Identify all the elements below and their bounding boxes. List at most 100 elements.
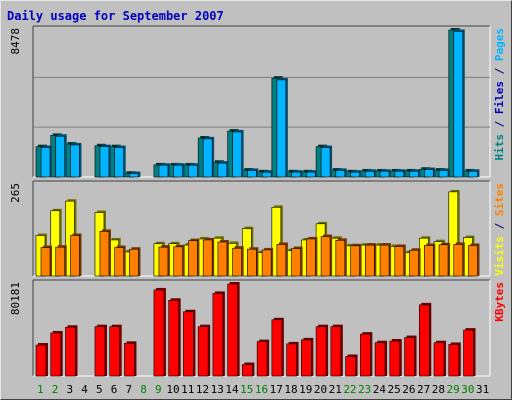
x-tick-label-day: 9 xyxy=(155,383,162,396)
bar-kbytes-day-27 xyxy=(418,302,432,377)
side-legend-top: Hits / Files / Pages xyxy=(493,28,506,161)
bar-files-day-15 xyxy=(247,168,259,178)
bar-kbytes-day-5 xyxy=(94,324,107,377)
bar-sites-day-20 xyxy=(320,234,333,277)
bar-face xyxy=(217,162,228,178)
side-legend-item: Visits xyxy=(493,236,506,276)
x-tick-label-day: 25 xyxy=(388,383,401,396)
bar-sites-day-7 xyxy=(129,247,141,277)
bar-sites-day-12 xyxy=(202,237,215,277)
bar-face xyxy=(50,332,62,377)
bar-kbytes-day-18 xyxy=(286,341,299,377)
bar-files-day-11 xyxy=(188,163,200,178)
x-tick-label-day: 5 xyxy=(96,383,103,396)
bar-kbytes-day-26 xyxy=(404,335,417,377)
bar-sites-day-21 xyxy=(335,238,347,277)
x-tick-label-day: 28 xyxy=(432,383,445,396)
bar-face xyxy=(261,249,272,277)
bar-sites-day-1 xyxy=(40,245,52,277)
x-tick-label-day: 12 xyxy=(196,383,209,396)
bar-face xyxy=(453,31,464,178)
bar-face xyxy=(129,173,139,178)
bar-face xyxy=(124,342,135,377)
bar-sites-day-24 xyxy=(379,243,392,277)
bar-files-day-27 xyxy=(423,167,436,178)
bar-face xyxy=(423,169,434,178)
bar-face xyxy=(227,283,238,377)
bar-face xyxy=(183,311,194,377)
bar-files-day-25 xyxy=(394,169,406,178)
bar-face xyxy=(271,207,282,277)
bar-face xyxy=(173,246,183,277)
bar-face xyxy=(70,144,80,178)
bar-face xyxy=(40,247,51,277)
bar-sites-day-29 xyxy=(453,242,465,277)
bar-kbytes-day-2 xyxy=(50,330,63,377)
bar-face xyxy=(306,171,316,178)
bar-face xyxy=(350,245,360,277)
bar-face xyxy=(379,170,390,178)
x-tick-label-day: 19 xyxy=(299,383,312,396)
bar-sites-day-2 xyxy=(55,245,67,277)
bar-face xyxy=(173,164,183,178)
bar-face xyxy=(168,299,179,377)
bar-face xyxy=(409,170,419,178)
bar-face xyxy=(448,191,459,277)
bar-sites-day-19 xyxy=(306,236,318,277)
bar-face xyxy=(345,356,356,377)
bar-face xyxy=(256,341,268,377)
bar-kbytes-day-23 xyxy=(360,332,373,377)
side-legend-item: Hits xyxy=(493,134,506,161)
x-tick-label-day: 21 xyxy=(329,383,342,396)
bar-face xyxy=(188,240,198,277)
bar-face xyxy=(158,246,169,277)
side-legend-item: / xyxy=(493,114,506,134)
bar-sites-day-9 xyxy=(158,245,170,277)
bar-kbytes-day-28 xyxy=(433,340,447,377)
bar-face xyxy=(330,326,342,377)
bar-face xyxy=(129,248,139,277)
x-tick-label-day: 20 xyxy=(314,383,327,396)
bar-files-day-14 xyxy=(232,129,244,178)
x-tick-label-day: 3 xyxy=(67,383,74,396)
bar-kbytes-day-16 xyxy=(256,339,270,377)
bar-face xyxy=(374,342,386,377)
bar-files-day-3 xyxy=(70,142,82,178)
x-tick-label-day: 30 xyxy=(461,383,474,396)
bar-sites-day-14 xyxy=(232,246,244,277)
bar-visits-day-17 xyxy=(271,205,283,277)
bar-files-day-24 xyxy=(379,169,392,178)
bar-kbytes-day-21 xyxy=(330,324,343,377)
side-legend-bottom: KBytes xyxy=(493,282,506,322)
bar-kbytes-day-17 xyxy=(271,317,284,377)
bar-kbytes-day-29 xyxy=(448,342,461,377)
bar-sites-day-5 xyxy=(99,229,111,277)
bar-face xyxy=(99,146,110,178)
side-legend-item: / xyxy=(493,61,506,81)
bar-files-day-1 xyxy=(40,145,52,178)
bar-files-day-28 xyxy=(438,168,451,178)
x-tick-label-day: 11 xyxy=(181,383,194,396)
bar-kbytes-day-20 xyxy=(315,324,329,377)
bar-sites-day-23 xyxy=(365,243,377,277)
bar-face xyxy=(301,339,312,377)
bar-face xyxy=(114,247,125,277)
bar-face xyxy=(94,326,106,377)
side-legend-item: KBytes xyxy=(493,282,506,322)
side-legend-middle: Visits / Sites xyxy=(493,183,506,276)
bar-sites-day-22 xyxy=(350,243,362,277)
bar-face xyxy=(320,236,331,277)
bar-face xyxy=(242,364,253,377)
bar-sites-day-11 xyxy=(188,238,200,277)
bar-visits-day-2 xyxy=(50,208,62,277)
bar-kbytes-day-15 xyxy=(242,362,255,377)
bar-face xyxy=(468,245,478,277)
bar-kbytes-day-3 xyxy=(65,325,78,377)
bar-face xyxy=(65,326,76,377)
bar-face xyxy=(448,344,460,377)
bar-kbytes-day-24 xyxy=(374,340,388,377)
bar-files-day-16 xyxy=(261,170,274,178)
x-tick-label-day: 22 xyxy=(343,383,356,396)
bar-face xyxy=(55,246,66,277)
bar-face xyxy=(315,326,327,377)
